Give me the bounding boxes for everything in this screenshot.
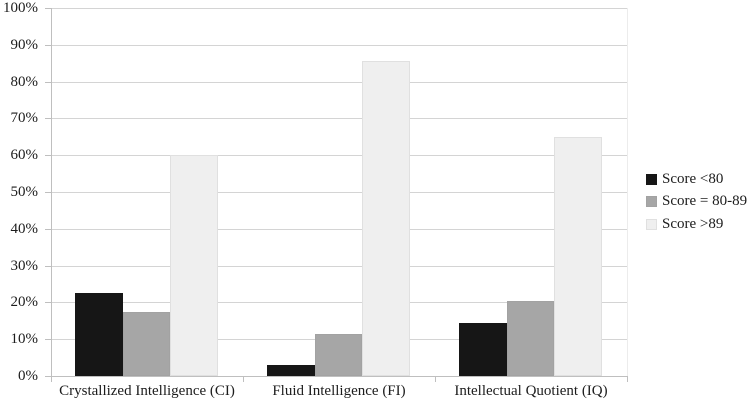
y-axis-tick [45, 302, 51, 304]
y-axis-tick [45, 265, 51, 267]
legend-color-swatch [646, 173, 657, 185]
bar [554, 136, 602, 376]
bar [122, 311, 170, 376]
legend-label: Score = 80-89 [662, 193, 748, 210]
gridline [51, 155, 627, 157]
y-axis-tick-label: 90% [10, 36, 39, 53]
y-axis-tick [45, 376, 51, 377]
gridline [51, 302, 627, 304]
x-axis-tick [627, 376, 628, 382]
legend: Score <80 Score = 80-89 Score >89 [646, 168, 747, 236]
gridline [51, 192, 627, 193]
bar [362, 61, 410, 376]
legend-label: Score <80 [662, 170, 724, 187]
y-axis-tick-label: 10% [10, 331, 39, 348]
y-axis-tick [45, 228, 51, 230]
bar [506, 300, 554, 376]
y-axis-tick [45, 339, 51, 341]
gridline [51, 8, 627, 9]
gridline [51, 228, 627, 230]
y-axis-tick [45, 155, 51, 157]
y-axis-tick [45, 192, 51, 193]
y-axis-tick [45, 44, 51, 46]
gridline [51, 81, 627, 83]
x-axis-tick [435, 376, 436, 382]
legend-item: Score >89 [646, 213, 747, 236]
y-axis-tick-label: 70% [10, 110, 39, 127]
gridline [51, 118, 627, 120]
bar [75, 293, 123, 376]
y-axis-tick [45, 8, 51, 9]
legend-item: Score <80 [646, 168, 747, 191]
x-axis-tick [243, 376, 244, 382]
y-axis-tick-label: 40% [10, 220, 39, 237]
bar [267, 364, 315, 376]
y-axis-tick [45, 118, 51, 120]
y-axis-tick-label: 60% [10, 147, 39, 164]
bar [314, 333, 362, 376]
legend-item: Score = 80-89 [646, 191, 747, 214]
legend-color-swatch [646, 196, 657, 208]
y-axis-tick-label: 30% [10, 257, 39, 274]
y-axis-line [51, 8, 52, 377]
legend-label: Score >89 [662, 215, 724, 232]
y-axis-tick-label: 100% [3, 0, 38, 16]
gridline [51, 265, 627, 267]
y-axis-tick-label: 20% [10, 294, 39, 311]
x-axis-category-label: Intellectual Quotient (IQ) [454, 383, 608, 399]
x-axis-category-label: Fluid Intelligence (FI) [272, 383, 406, 399]
y-axis-tick-label: 0% [18, 368, 38, 384]
plot-right-border [627, 8, 628, 376]
x-axis-tick [51, 376, 52, 382]
x-axis-category-label: Crystallized Intelligence (CI) [59, 383, 235, 399]
x-axis-line [51, 376, 628, 377]
gridline [51, 44, 627, 46]
y-axis-tick-label: 50% [10, 184, 39, 200]
legend-color-swatch [646, 218, 657, 230]
bar [459, 322, 507, 376]
y-axis-tick-label: 80% [10, 73, 39, 90]
y-axis-tick [45, 81, 51, 83]
bar [170, 155, 218, 376]
